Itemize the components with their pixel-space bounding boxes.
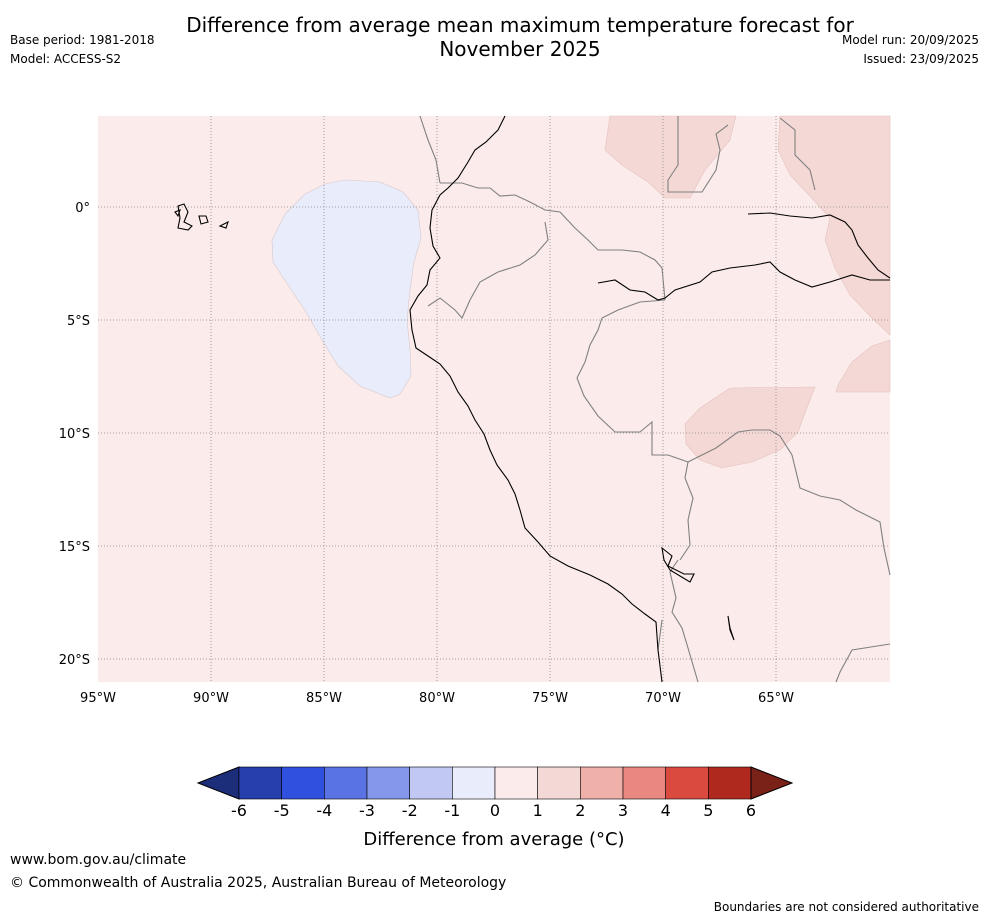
colorbar-bin (238, 766, 282, 800)
copyright-text: © Commonwealth of Australia 2025, Austra… (10, 875, 507, 891)
colorbar-low-extend (196, 766, 240, 800)
colorbar-high-extend (750, 766, 794, 800)
colorbar-bin (665, 766, 709, 800)
colorbar-bin (281, 766, 325, 800)
colorbar-tick-label: 4 (661, 801, 671, 820)
coast-amazon-river (597, 261, 890, 301)
base-period: Base period: 1981-2018 (10, 33, 155, 47)
colorbar-bin (366, 766, 410, 800)
island-isabela (177, 203, 193, 231)
colorbar-bin (622, 766, 666, 800)
longitude-label: 95°W (80, 691, 116, 706)
latitude-label: 0° (75, 201, 90, 216)
website-text: www.bom.gov.au/climate (10, 852, 187, 868)
border-bolivia-chile (669, 559, 699, 683)
island-santa-cruz (198, 215, 209, 225)
latitude-label: 20°S (59, 653, 90, 668)
colorbar-tick-label: 5 (703, 801, 713, 820)
colorbar-tick-label: 3 (618, 801, 628, 820)
colorbar-bin (708, 766, 752, 800)
warm-anomaly-north (604, 115, 737, 199)
longitude-label: 70°W (645, 691, 681, 706)
latitude-label: 5°S (67, 314, 90, 329)
chart-title: Difference from average mean maximum tem… (100, 13, 940, 61)
colorbar-ticks: -6 -5 -4 -3 -2 -1 0 1 2 3 4 5 6 (231, 801, 756, 820)
colorbar-tick-label: -6 (231, 801, 247, 820)
boundary-disclaimer: Boundaries are not considered authoritat… (713, 900, 979, 914)
warm-anomaly-northeast (777, 115, 891, 336)
map-panel (98, 115, 891, 683)
border-ecuador-peru (427, 221, 549, 320)
colorbar-tick-label: 1 (533, 801, 543, 820)
border-bolivia-brazil (687, 429, 891, 576)
colorbar-label: Difference from average (°C) (363, 829, 624, 850)
island-fernandina (174, 209, 181, 218)
graticule (98, 116, 890, 682)
cool-anomaly-ocean (271, 179, 422, 399)
longitude-labels: 95°W 90°W 85°W 80°W 75°W 70°W 65°W (80, 691, 794, 706)
model-name: Model: ACCESS-S2 (10, 52, 122, 66)
title-line-1: Difference from average mean maximum tem… (186, 13, 854, 37)
longitude-label: 85°W (306, 691, 342, 706)
latitude-label: 15°S (59, 540, 90, 555)
colorbar-bin (580, 766, 624, 800)
country-borders (419, 115, 891, 683)
colorbar-tick-label: -4 (316, 801, 332, 820)
longitude-label: 80°W (419, 691, 455, 706)
warm-anomaly-east (835, 339, 891, 393)
colorbar-tick-label: -3 (359, 801, 375, 820)
border-paraguay (835, 643, 891, 683)
latitude-labels: 0° 5°S 10°S 15°S 20°S (59, 201, 90, 668)
border-colombia-venezuela-brazil (667, 116, 729, 193)
border-ecuador-colombia (440, 182, 666, 301)
border-colombia-panama (419, 115, 441, 184)
colorbar-bin (452, 766, 496, 800)
colorbar-tick-label: -5 (274, 801, 290, 820)
coast-titicaca (661, 546, 695, 583)
colorbar-bin (324, 766, 368, 800)
colorbar-bin (494, 766, 538, 800)
title-line-2: November 2025 (439, 37, 601, 61)
coast-rio-negro (747, 212, 891, 279)
coast-pacific-south-america (409, 115, 663, 683)
longitude-label: 75°W (532, 691, 568, 706)
coastlines (409, 115, 891, 683)
colorbar-tick-label: 2 (575, 801, 585, 820)
longitude-label: 65°W (758, 691, 794, 706)
issued-date: Issued: 23/09/2025 (863, 52, 979, 66)
colorbar-tick-label: 0 (490, 801, 500, 820)
model-run-date: Model run: 20/09/2025 (841, 33, 979, 47)
warm-anomaly-central (684, 386, 816, 469)
colorbar: -6 -5 -4 -3 -2 -1 0 1 2 3 4 5 6 Difference from aver… (196, 766, 794, 850)
colorbar-tick-label: 6 (746, 801, 756, 820)
latitude-label: 10°S (59, 427, 90, 442)
longitude-label: 90°W (193, 691, 229, 706)
colorbar-bin (409, 766, 453, 800)
border-venezuela-guyana (779, 117, 816, 191)
colorbar-tick-label: -1 (444, 801, 460, 820)
border-peru-brazil (576, 299, 694, 561)
galapagos-islands (174, 203, 229, 231)
colorbar-bins (238, 766, 752, 800)
colorbar-tick-label: -2 (402, 801, 418, 820)
island-san-cristobal (218, 220, 229, 229)
border-peru-chile (657, 619, 663, 651)
colorbar-bin (537, 766, 581, 800)
coast-salars (727, 615, 735, 641)
